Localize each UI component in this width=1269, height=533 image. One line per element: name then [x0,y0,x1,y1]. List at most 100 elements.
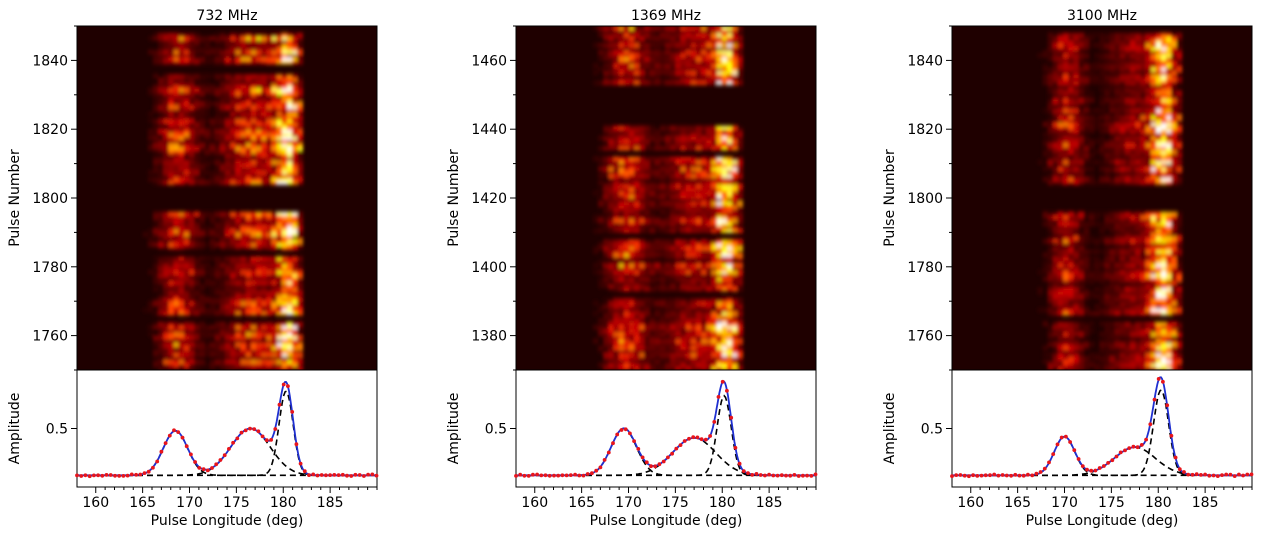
heatmap-cell [665,53,671,58]
heatmap-cell [623,67,630,72]
heatmap-cell [737,180,744,185]
heatmap-cell [271,132,278,137]
heatmap-cell [168,359,175,364]
heatmap-cell [281,36,288,41]
heatmap-cell [670,211,676,216]
heatmap-cell [675,304,682,309]
heatmap-cell [618,273,625,278]
heatmap-cell [276,139,283,144]
heatmap-cell [603,325,609,330]
heatmap-cell [737,146,744,151]
heatmap-cell [225,170,231,175]
heatmap-cell [287,352,293,357]
heatmap-cell [649,280,656,285]
heatmap-cell [266,173,273,178]
heatmap-cell [261,153,267,158]
heatmap-cell [598,304,604,309]
heatmap-cell [608,163,615,168]
heatmap-cell [706,222,713,227]
heatmap-cell [644,311,651,316]
heatmap-cell [732,136,738,141]
heatmap-cell [199,301,206,306]
heatmap-cell [711,349,718,354]
heatmap-cell [189,153,195,158]
heatmap-cell [287,115,293,120]
heatmap-cell [680,349,687,354]
heatmap-cell [194,180,200,185]
heatmap-cell [721,242,728,247]
heatmap-cell [629,352,635,357]
heatmap-cell [163,77,170,82]
heatmap-cell [297,77,304,82]
heatmap-cell [706,156,713,161]
heatmap-cell [240,122,247,127]
heatmap-cell [680,359,687,364]
heatmap-cell [1063,366,1069,370]
heatmap-cell [276,242,283,247]
heatmap-cell [287,259,293,264]
heatmap-cell [629,287,635,292]
heatmap-cell [168,74,175,79]
heatmap-cell [665,67,671,72]
heatmap-cell [711,129,718,134]
heatmap-cell [173,57,180,61]
heatmap-cell [732,29,738,34]
heatmap-cell [276,118,283,123]
heatmap-cell [204,81,211,85]
heatmap-cell [158,246,164,251]
heatmap-cell [163,177,170,182]
heatmap-cell [158,112,164,116]
heatmap-cell [721,301,728,306]
heatmap-cell [220,256,226,261]
heatmap-cell [178,232,185,237]
heatmap-cell [629,32,635,37]
heatmap-cell [690,163,697,168]
heatmap-cell [194,218,200,223]
heatmap-cell [266,115,273,120]
heatmap-cell [675,163,682,168]
heatmap-cell [737,280,744,285]
heatmap-cell [696,36,702,41]
heatmap-cell [261,156,267,161]
heatmap-cell [183,242,190,247]
heatmap-cell [603,249,609,254]
heatmap-cell [1099,359,1105,364]
heatmap-cell [287,39,293,44]
heatmap-cell [711,328,718,333]
heatmap-cell [297,81,304,85]
heatmap-cell [711,266,718,271]
heatmap-cell [726,287,733,292]
heatmap-cell [618,277,625,282]
profile-data-point [264,438,269,443]
heatmap-cell [199,163,206,168]
heatmap-cell [732,284,738,288]
heatmap-cell [250,91,257,96]
heatmap-cell [271,222,278,227]
heatmap-cell [220,287,226,292]
heatmap-cell [603,156,609,161]
heatmap-cell [665,318,671,323]
heatmap-cell [281,153,288,158]
heatmap-cell [649,287,656,292]
heatmap-cell [158,321,164,326]
heatmap-cell [220,246,226,251]
profile-data-point [218,458,223,462]
heatmap-cell [721,177,728,182]
heatmap-cell [271,301,278,306]
heatmap-cell [701,304,707,309]
heatmap-cell [639,225,646,230]
heatmap-cell [737,225,744,230]
heatmap-cell [230,321,237,326]
heatmap-cell [292,290,298,295]
heatmap-cell [644,191,651,196]
heatmap-cell [245,143,252,147]
heatmap-cell [276,160,283,165]
profile-data-point [606,450,611,455]
profile-data-point [345,473,349,478]
heatmap-cell [230,229,237,233]
heatmap-cell [214,153,221,158]
heatmap-cell [292,280,298,285]
heatmap-cell [256,160,262,165]
heatmap-cell [1171,359,1178,364]
heatmap-cell [271,143,278,147]
